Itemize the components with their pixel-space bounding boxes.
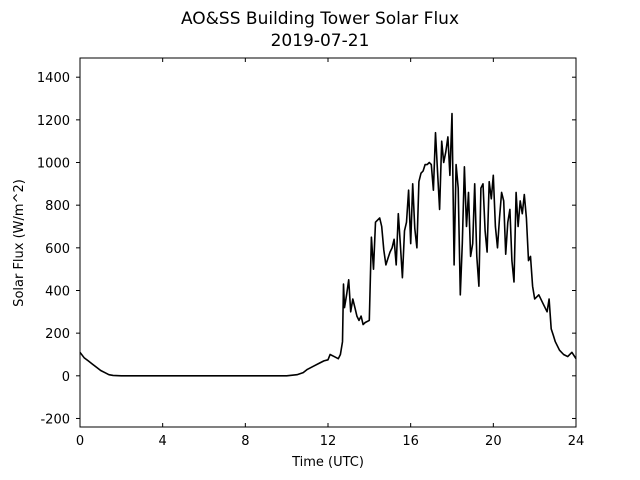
y-axis-label: Solar Flux (W/m^2) [12,179,27,307]
y-tick-label: 200 [45,327,70,342]
y-tick-label: 400 [45,284,70,299]
chart-title: AO&SS Building Tower Solar Flux [181,9,459,29]
x-tick-label: 4 [159,434,167,449]
y-tick-label: 1400 [37,71,70,86]
y-tick-label: 1000 [37,157,70,172]
y-tick-label: 600 [45,242,70,257]
x-axis-label: Time (UTC) [291,455,364,470]
y-tick-label: 0 [62,370,70,385]
y-tick-label: 1200 [37,114,70,129]
x-axis: 0 4 8 12 16 20 24 [76,58,584,449]
x-tick-label: 16 [402,434,419,449]
x-tick-label: 12 [320,434,337,449]
y-tick-label: -200 [40,412,70,427]
x-tick-label: 20 [485,434,502,449]
plot-area-frame [79,57,577,428]
chart-subtitle: 2019-07-21 [271,31,370,51]
x-tick-label: 8 [241,434,249,449]
x-tick-label: 0 [76,434,84,449]
series-line-solar-flux [79,112,577,377]
y-tick-label: 800 [45,199,70,214]
x-tick-label: 24 [568,434,585,449]
y-axis: -200 0 200 400 600 800 1000 1200 1400 [37,71,576,427]
